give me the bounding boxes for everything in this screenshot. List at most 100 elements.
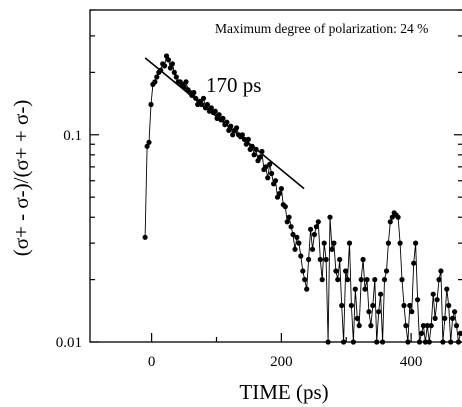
data-point (226, 127, 232, 133)
data-point (329, 246, 335, 252)
data-point (302, 277, 308, 283)
data-point (335, 277, 341, 283)
data-point (376, 309, 382, 315)
data-point (368, 323, 374, 329)
plot-frame (89, 9, 462, 343)
data-point (191, 89, 197, 96)
data-point (411, 260, 417, 266)
data-point (436, 277, 442, 283)
data-point (331, 240, 337, 246)
x-tick-label: 400 (400, 354, 423, 370)
data-point (311, 231, 317, 238)
data-point (183, 79, 189, 85)
data-point (397, 240, 403, 246)
y-axis-title: (σ+ - σ-)/(σ+ + σ-) (9, 100, 33, 257)
data-point (434, 297, 440, 303)
data-point (323, 256, 329, 263)
data-point (452, 309, 458, 315)
data-point (144, 143, 150, 149)
data-point (292, 246, 298, 252)
data-point (385, 240, 391, 246)
data-point (230, 132, 236, 138)
data-point (378, 291, 384, 297)
data-point (319, 277, 325, 283)
data-point (321, 240, 327, 246)
data-point (453, 323, 460, 329)
data-point (317, 256, 323, 263)
data-point (383, 268, 390, 274)
data-point (265, 175, 271, 181)
data-point (282, 204, 288, 210)
data-point (428, 323, 434, 329)
data-point (446, 302, 452, 309)
data-point (403, 323, 409, 329)
data-point (424, 323, 430, 329)
data-point (354, 315, 360, 321)
data-point (352, 286, 358, 292)
data-point (294, 234, 300, 240)
data-point (387, 219, 393, 225)
data-point (401, 302, 407, 309)
data-point (251, 152, 257, 158)
data-point (337, 256, 343, 263)
data-point (313, 224, 319, 230)
data-point (309, 246, 316, 252)
data-point (165, 57, 172, 63)
data-point (413, 240, 419, 246)
axis-ticks (90, 9, 462, 343)
annotation-text: Maximum degree of polarization: 24 % (215, 21, 428, 36)
series-line (144, 54, 461, 343)
data-point (442, 315, 448, 321)
data-point (364, 277, 370, 283)
data-point (395, 214, 401, 220)
data-point (296, 240, 302, 246)
data-point (343, 268, 349, 274)
data-point (286, 214, 292, 220)
data-point (171, 69, 177, 75)
data-point (432, 315, 438, 321)
data-point (358, 277, 364, 283)
data-point (290, 231, 296, 238)
data-point (339, 302, 345, 309)
data-point (366, 309, 372, 315)
fit-label: 170 ps (206, 73, 261, 97)
data-point (370, 302, 376, 309)
data-point (327, 214, 333, 220)
data-point (234, 125, 240, 131)
data-point (212, 108, 218, 114)
data-point (409, 309, 415, 315)
data-point (306, 256, 312, 263)
data-point (288, 224, 294, 230)
data-point (220, 115, 226, 121)
data-point (200, 95, 207, 101)
data-point (346, 240, 353, 246)
data-point (415, 297, 421, 303)
data-point (142, 234, 148, 240)
data-point (372, 277, 378, 283)
data-point (348, 302, 354, 309)
data-point (450, 315, 456, 321)
data-point (304, 286, 310, 292)
data-point (167, 65, 173, 71)
data-point (444, 286, 450, 292)
y-tick-label: 0.1 (63, 128, 82, 144)
x-tick-label: 200 (270, 354, 293, 370)
data-point (173, 74, 179, 80)
data-point (272, 178, 279, 184)
data-point (269, 170, 275, 177)
data-point (457, 330, 462, 336)
fit-line (144, 57, 305, 190)
data-point (389, 214, 395, 220)
data-point (430, 291, 436, 297)
data-point (344, 277, 351, 283)
x-tick-label: 0 (148, 354, 156, 370)
data-point (298, 253, 304, 259)
data-point (146, 139, 152, 145)
data-point (438, 268, 444, 274)
data-point (308, 226, 314, 232)
data-point (381, 277, 388, 283)
data-point (154, 74, 160, 80)
data-point (208, 105, 214, 111)
data-point (300, 268, 306, 274)
